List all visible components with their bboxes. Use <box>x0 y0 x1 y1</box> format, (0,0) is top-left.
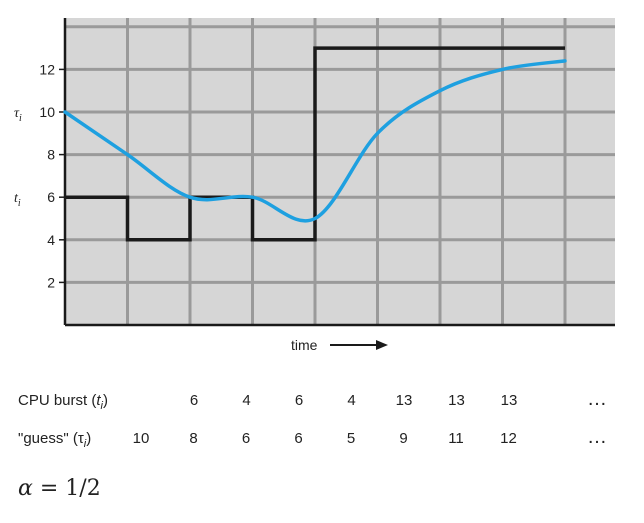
grid-lines <box>65 18 615 325</box>
cpu-burst-value: 4 <box>347 392 356 409</box>
cpu-burst-ellipsis: … <box>587 388 607 410</box>
row-label-cpu-burst-main: CPU burst ( <box>18 392 97 409</box>
row-label-guess-end: ) <box>86 430 92 447</box>
row-label-cpu-burst-end: ) <box>102 392 108 409</box>
guess-ellipsis: … <box>587 426 607 448</box>
guess-value: 5 <box>346 430 356 447</box>
row-label-cpu-burst-sub: i <box>100 400 103 412</box>
alpha-value: = 1/2 <box>32 476 101 501</box>
y-axis-symbol-sub: i <box>19 113 22 124</box>
y-tick-label: 2 <box>47 274 55 290</box>
y-axis-ticks: 2 4 6 8 10 12 <box>39 61 65 290</box>
guess-curve <box>63 59 567 223</box>
series-lines <box>63 46 567 242</box>
y-tick-label: 10 <box>39 104 55 120</box>
y-axis-symbol: τi <box>14 106 22 124</box>
row-label-cpu-burst: CPU burst (ti) <box>18 392 108 412</box>
cpu-burst-value: 13 <box>395 392 413 409</box>
alpha-symbol: α <box>18 476 33 501</box>
y-tick-label: 12 <box>39 61 55 77</box>
row-label-guess-sub: i <box>83 438 87 450</box>
y-tick-label: 4 <box>47 232 55 248</box>
cpu-burst-value: 13 <box>448 392 465 409</box>
row-label-cpu-burst-sym: t <box>96 392 101 409</box>
row-label-guess-main: "guess" ( <box>18 430 78 447</box>
cpu-burst-step-line <box>65 46 565 242</box>
y-tick-label: 8 <box>47 147 55 163</box>
cpu-burst-value: 6 <box>294 392 304 409</box>
guess-value: 11 <box>448 430 464 447</box>
y-axis-symbol-sub: i <box>18 198 21 209</box>
alpha-formula: α = 1/2 <box>18 476 101 501</box>
cpu-burst-value: 6 <box>189 392 199 409</box>
guess-value: 6 <box>241 430 251 447</box>
cpu-burst-chart: 2 4 6 8 10 12 τi ti time <box>14 18 615 353</box>
guess-value: 8 <box>189 430 198 447</box>
row-label-guess-sym: τ <box>77 430 84 447</box>
guess-value: 12 <box>500 430 517 447</box>
x-axis-label-group: time <box>291 337 388 353</box>
x-axis-label: time <box>291 337 318 353</box>
guess-value: 9 <box>399 430 408 447</box>
cpu-burst-value: 13 <box>500 392 518 409</box>
cpu-burst-value: 4 <box>242 392 251 409</box>
time-arrow-head <box>376 340 388 350</box>
y-tick-label: 6 <box>47 189 55 205</box>
guess-value: 6 <box>294 430 303 447</box>
row-label-guess: "guess" (τi) <box>18 430 91 450</box>
y-axis-symbol-marks: τi ti <box>14 106 22 209</box>
y-axis-symbol: ti <box>14 191 21 209</box>
guess-value: 10 <box>132 430 150 447</box>
